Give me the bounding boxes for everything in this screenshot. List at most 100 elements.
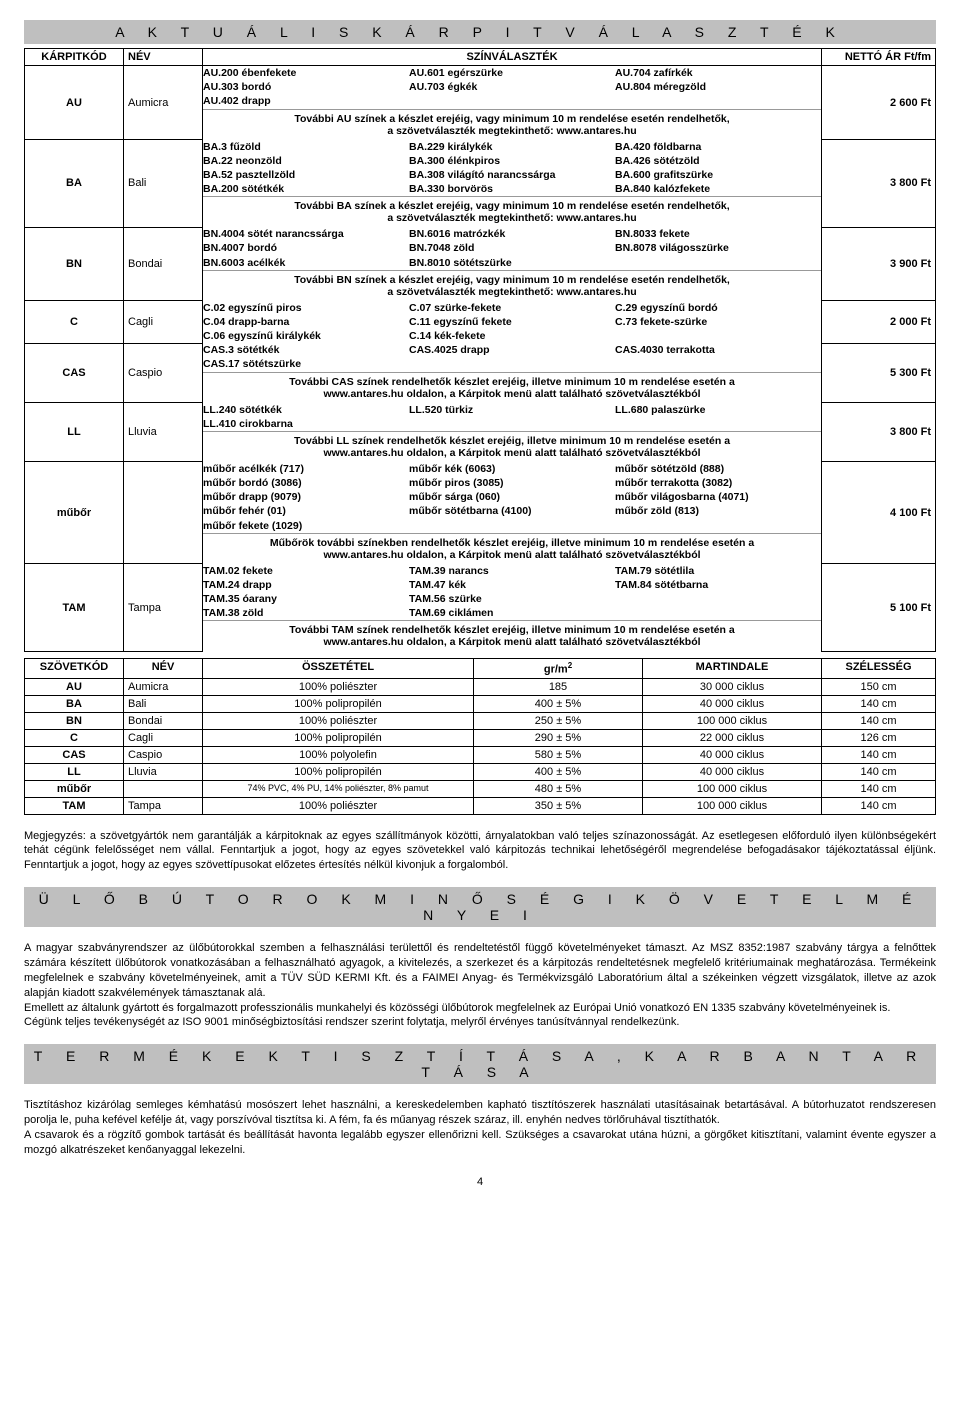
t2-name: Caspio xyxy=(124,746,203,763)
t2-width: 140 cm xyxy=(822,712,936,729)
t2-gr: 400 ± 5% xyxy=(474,763,643,780)
color-entry: LL.680 palaszürke xyxy=(615,403,821,417)
row-code: C xyxy=(25,301,124,344)
color-entry: TAM.69 ciklámen xyxy=(409,606,615,620)
color-entry: BN.7048 zöld xyxy=(409,241,615,255)
quality-para-1: A magyar szabványrendszer az ülőbútorokk… xyxy=(24,941,936,1000)
color-entry: LL.410 cirokbarna xyxy=(203,417,409,431)
th-price: NETTÓ ÁR Ft/fm xyxy=(822,49,936,66)
t2-width: 126 cm xyxy=(822,729,936,746)
color-entry xyxy=(615,94,821,108)
t2-comp: 74% PVC, 4% PU, 14% poliészter, 8% pamut xyxy=(203,780,474,797)
row-price: 3 800 Ft xyxy=(822,403,936,462)
color-note: További AU színek a készlet erejéig, vag… xyxy=(203,109,821,140)
color-entry: CAS.3 sötétkék xyxy=(203,343,409,357)
t2-mart: 100 000 ciklus xyxy=(643,712,822,729)
th2-name: NÉV xyxy=(124,658,203,678)
t2-comp: 100% polyolefin xyxy=(203,746,474,763)
color-entry xyxy=(409,519,615,533)
color-entry: AU.402 drapp xyxy=(203,94,409,108)
color-entry: C.07 szürke-fekete xyxy=(409,301,615,315)
clean-para-1: Tisztításhoz kizárólag semleges kémhatás… xyxy=(24,1098,936,1128)
t2-width: 140 cm xyxy=(822,797,936,814)
t2-width: 140 cm xyxy=(822,763,936,780)
t2-gr: 185 xyxy=(474,678,643,695)
color-entry: BA.420 földbarna xyxy=(615,140,821,154)
color-entry: AU.303 bordó xyxy=(203,80,409,94)
color-entry: C.11 egyszínű fekete xyxy=(409,315,615,329)
color-entry: C.02 egyszínű piros xyxy=(203,301,409,315)
color-note: További BA színek a készlet erejéig, vag… xyxy=(203,196,821,227)
row-name xyxy=(124,462,203,564)
t2-code: CAS xyxy=(25,746,124,763)
t2-name: Cagli xyxy=(124,729,203,746)
t2-mart: 30 000 ciklus xyxy=(643,678,822,695)
color-entry: AU.703 égkék xyxy=(409,80,615,94)
color-entry: BN.6003 acélkék xyxy=(203,256,409,270)
th2-gr: gr/m2 xyxy=(474,658,643,678)
t2-name: Tampa xyxy=(124,797,203,814)
color-entry: műbőr terrakotta (3082) xyxy=(615,476,821,490)
color-entry: műbőr világosbarna (4071) xyxy=(615,490,821,504)
t2-mart: 22 000 ciklus xyxy=(643,729,822,746)
note-paragraph: Megjegyzés: a szövetgyártók nem garantál… xyxy=(24,829,936,874)
t2-comp: 100% polipropilén xyxy=(203,763,474,780)
t2-comp: 100% polipropilén xyxy=(203,695,474,712)
color-entry xyxy=(615,329,821,343)
row-name: Caspio xyxy=(124,343,203,402)
t2-gr: 350 ± 5% xyxy=(474,797,643,814)
color-entry: AU.200 ébenfekete xyxy=(203,66,409,80)
t2-mart: 40 000 ciklus xyxy=(643,763,822,780)
th-colors: SZÍNVÁLASZTÉK xyxy=(203,49,822,66)
color-entry: BA.426 sötétzöld xyxy=(615,154,821,168)
color-entry: műbőr sárga (060) xyxy=(409,490,615,504)
t2-mart: 100 000 ciklus xyxy=(643,780,822,797)
quality-para-3: Cégünk teljes tevékenységét az ISO 9001 … xyxy=(24,1015,936,1030)
t2-comp: 100% poliészter xyxy=(203,678,474,695)
color-entry: TAM.47 kék xyxy=(409,578,615,592)
color-entry xyxy=(615,519,821,533)
row-code: CAS xyxy=(25,343,124,402)
color-entry: C.04 drapp-barna xyxy=(203,315,409,329)
page-number: 4 xyxy=(24,1176,936,1188)
row-price: 2 000 Ft xyxy=(822,301,936,344)
t2-width: 140 cm xyxy=(822,695,936,712)
color-entry: műbőr fehér (01) xyxy=(203,504,409,518)
color-entry: BA.300 élénkpiros xyxy=(409,154,615,168)
row-price: 5 100 Ft xyxy=(822,564,936,652)
th2-mart: MARTINDALE xyxy=(643,658,822,678)
color-entry: CAS.4030 terrakotta xyxy=(615,343,821,357)
color-entry: C.06 egyszínű királykék xyxy=(203,329,409,343)
color-entry: AU.804 méregzöld xyxy=(615,80,821,94)
row-name: Lluvia xyxy=(124,403,203,462)
color-entry: BN.8010 sötétszürke xyxy=(409,256,615,270)
t2-mart: 100 000 ciklus xyxy=(643,797,822,814)
color-entry: műbőr acélkék (717) xyxy=(203,462,409,476)
color-entry: TAM.38 zöld xyxy=(203,606,409,620)
color-entry: LL.520 türkiz xyxy=(409,403,615,417)
fabric-table: SZÖVETKÓD NÉV ÖSSZETÉTEL gr/m2 MARTINDAL… xyxy=(24,658,936,815)
color-entry: TAM.24 drapp xyxy=(203,578,409,592)
color-entry xyxy=(615,357,821,371)
t2-mart: 40 000 ciklus xyxy=(643,746,822,763)
t2-code: LL xyxy=(25,763,124,780)
color-note: További TAM színek rendelhetők készlet e… xyxy=(203,620,821,651)
color-entry: BA.52 pasztellzöld xyxy=(203,168,409,182)
color-entry: műbőr fekete (1029) xyxy=(203,519,409,533)
color-table: KÁRPITKÓD NÉV SZÍNVÁLASZTÉK NETTÓ ÁR Ft/… xyxy=(24,48,936,652)
color-entry: műbőr sötétzöld (888) xyxy=(615,462,821,476)
color-entry xyxy=(409,357,615,371)
t2-comp: 100% polipropilén xyxy=(203,729,474,746)
color-entry: BA.3 fűzöld xyxy=(203,140,409,154)
color-entry xyxy=(615,592,821,606)
t2-code: BA xyxy=(25,695,124,712)
color-entry xyxy=(615,256,821,270)
th2-comp: ÖSSZETÉTEL xyxy=(203,658,474,678)
color-entry: TAM.35 óarany xyxy=(203,592,409,606)
section-title-1: A K T U Á L I S K Á R P I T V Á L A S Z … xyxy=(24,20,936,44)
th-code: KÁRPITKÓD xyxy=(25,49,124,66)
color-entry: TAM.79 sötétlila xyxy=(615,564,821,578)
t2-name: Lluvia xyxy=(124,763,203,780)
row-price: 2 600 Ft xyxy=(822,66,936,140)
color-entry: C.29 egyszínű bordó xyxy=(615,301,821,315)
